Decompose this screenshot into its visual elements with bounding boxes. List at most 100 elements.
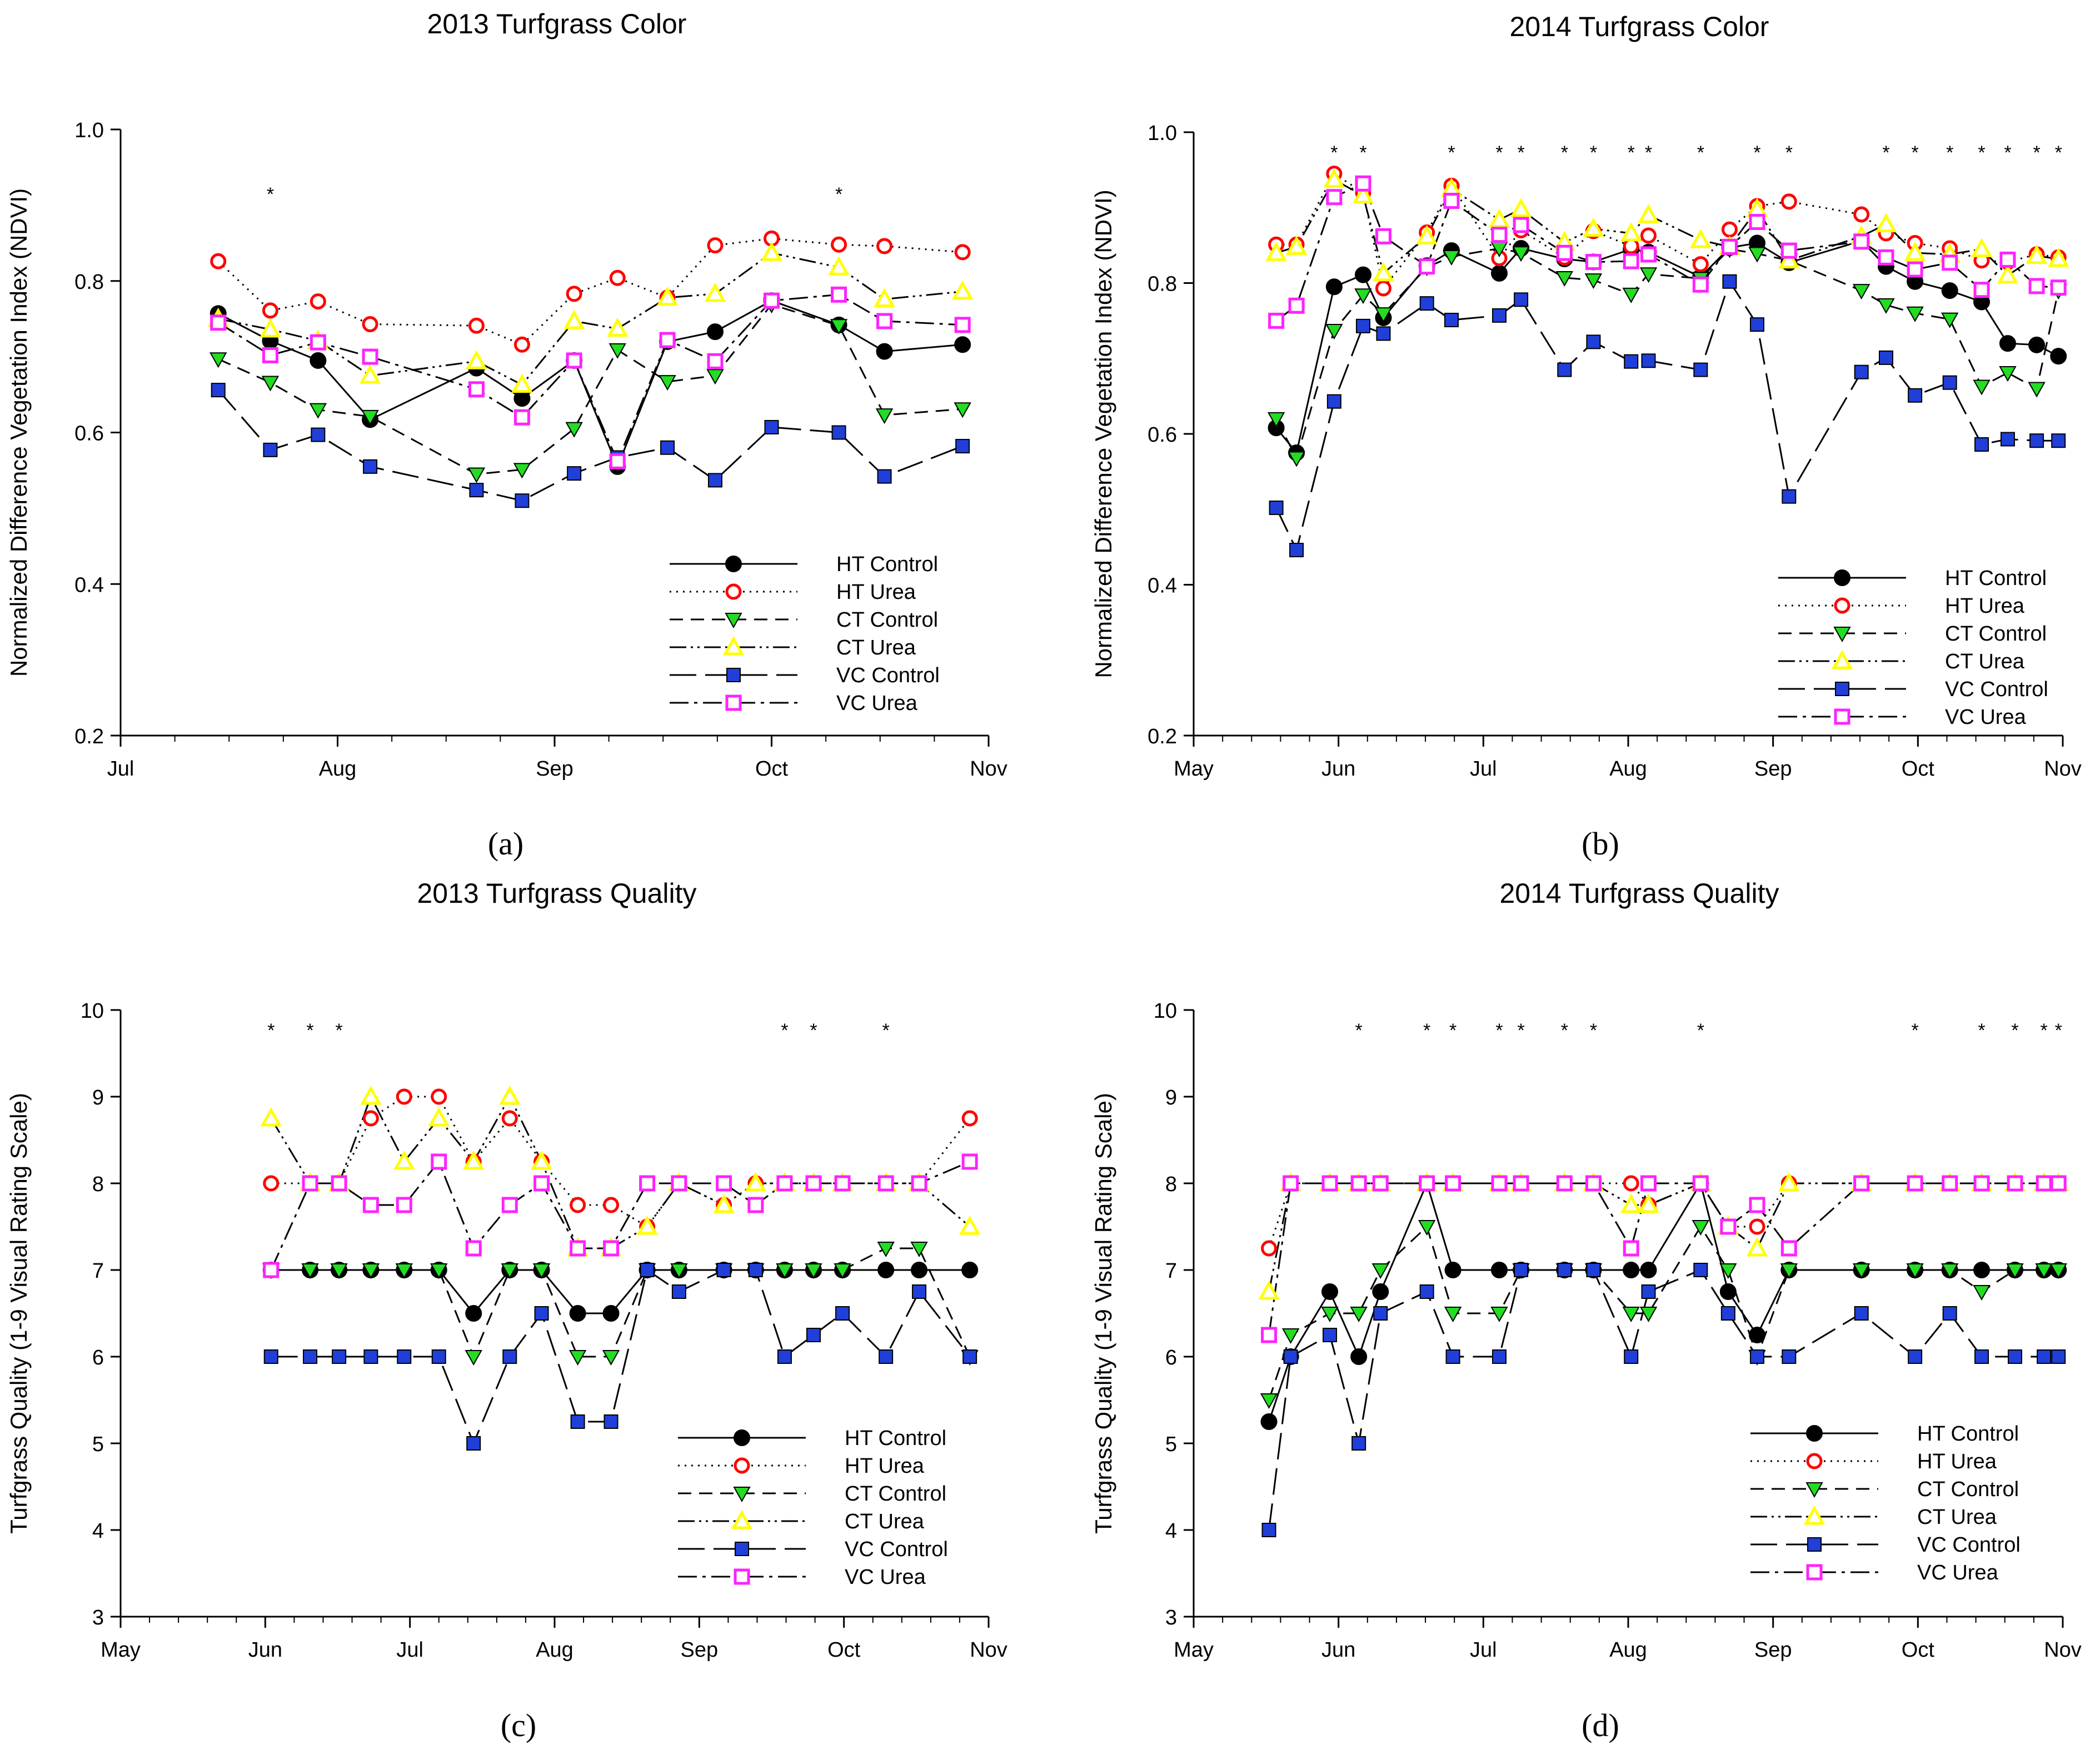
significance-marker: * (1590, 1020, 1597, 1041)
data-point-ct-urea (1778, 1172, 1800, 1192)
data-point-ct-urea (1583, 217, 1604, 237)
data-point-ct-control (2035, 1263, 2053, 1279)
data-point-vc-control (1492, 1349, 1507, 1364)
data-point-ht-control (602, 1305, 620, 1322)
data-point-vc-control (466, 1436, 481, 1451)
data-point-vc-urea (671, 1175, 687, 1192)
panel-caption: (b) (1582, 826, 1619, 862)
data-point-vc-urea (1491, 1175, 1508, 1192)
data-point-vc-control (1355, 318, 1370, 333)
legend-marker (1831, 649, 1853, 669)
data-point-vc-control (1722, 274, 1737, 289)
data-point-vc-control (211, 383, 226, 398)
data-point-vc-urea (262, 347, 278, 363)
panel-caption: (c) (501, 1707, 536, 1743)
data-point-ct-urea (745, 1172, 767, 1192)
data-point-vc-control (1376, 326, 1391, 341)
data-point-ct-control (1350, 1307, 1368, 1323)
y-axis-label: Normalized Difference Vegetation Index (… (1090, 189, 1116, 678)
data-point-vc-urea (1780, 1240, 1797, 1257)
data-point-ct-control (1260, 1393, 1278, 1409)
y-tick-label: 0.6 (1148, 423, 1177, 447)
data-point-ht-control (1354, 266, 1371, 283)
legend-marker (1807, 1537, 1822, 1552)
data-point-vc-urea (1445, 1175, 1461, 1192)
data-point-ct-control (395, 1263, 413, 1279)
x-tick-label: Aug (1609, 757, 1647, 781)
legend-marker (735, 1542, 749, 1556)
y-tick-label: 10 (81, 999, 104, 1023)
significance-marker: * (810, 1020, 817, 1041)
significance-marker: * (267, 1020, 275, 1041)
data-point-vc-control (879, 1349, 894, 1364)
data-point-ct-control (330, 1263, 348, 1279)
data-point-ct-control (1906, 306, 1924, 322)
data-point-ct-control (1321, 1307, 1339, 1323)
x-tick-label: Sep (1754, 757, 1792, 781)
data-point-vc-urea (603, 1240, 620, 1257)
data-point-vc-urea (1907, 261, 1923, 278)
data-point-ct-control (706, 369, 724, 385)
data-point-vc-control (567, 466, 582, 481)
data-point-ct-urea (951, 280, 974, 300)
data-point-vc-control (640, 1263, 655, 1277)
data-point-ct-urea (1258, 1280, 1280, 1300)
data-point-ct-urea (260, 1107, 282, 1127)
data-point-ct-control (309, 403, 327, 419)
legend-label: CT Urea (845, 1510, 925, 1533)
data-point-ht-urea (468, 317, 485, 334)
y-tick-label: 6 (1165, 1346, 1177, 1369)
data-point-vc-control (1942, 1306, 1957, 1321)
data-point-vc-urea (1853, 233, 1870, 250)
data-point-vc-control (707, 473, 722, 488)
data-point-ct-control (1622, 1307, 1640, 1323)
data-point-ct-control (659, 375, 676, 391)
y-tick-label: 4 (1165, 1519, 1177, 1543)
data-point-ht-control (1491, 264, 1508, 282)
legend: HT Control HT Urea CT Control CT Urea VC Con… (1750, 1422, 2021, 1584)
y-tick-label: 4 (92, 1519, 104, 1543)
data-point-vc-control (2051, 433, 2066, 448)
x-tick-label: May (1174, 1638, 1214, 1662)
data-point-ct-urea (1265, 242, 1287, 261)
data-point-vc-control (831, 425, 846, 440)
data-point-ct-urea (1778, 249, 1800, 269)
significance-marker: * (2004, 142, 2011, 163)
x-tick-label: Sep (536, 757, 573, 781)
data-point-ht-control (1719, 1283, 1737, 1300)
chart-title: 2013 Turfgrass Color (427, 8, 687, 39)
data-point-vc-urea (659, 332, 676, 348)
data-point-vc-urea (2007, 1175, 2023, 1192)
data-point-vc-urea (2050, 1175, 2067, 1192)
data-point-ct-control (1692, 1220, 1710, 1236)
data-point-ct-urea (260, 318, 281, 338)
data-point-ht-urea (603, 1197, 620, 1213)
data-point-vc-urea (1907, 1175, 1923, 1192)
series-line-ct-control (218, 303, 963, 476)
data-point-vc-urea (263, 1262, 280, 1278)
significance-marker: * (1355, 1020, 1363, 1041)
significance-marker: * (267, 184, 274, 205)
legend-label: CT Urea (1917, 1506, 1997, 1529)
data-point-vc-urea (331, 1175, 347, 1192)
data-point-vc-urea (310, 334, 326, 351)
data-point-vc-urea (1973, 282, 1990, 298)
data-point-ct-urea (606, 317, 628, 337)
data-point-vc-urea (639, 1175, 656, 1192)
x-tick-label: Jun (1321, 757, 1355, 781)
data-point-ct-control (568, 1350, 587, 1366)
data-point-ht-urea (1780, 193, 1797, 210)
y-tick-label: 10 (1154, 999, 1177, 1023)
panel-caption: (a) (488, 826, 523, 862)
data-point-ct-control (602, 1350, 620, 1366)
legend-marker (1806, 1425, 1823, 1442)
data-point-vc-control (1908, 388, 1923, 403)
data-point-ct-control (776, 1263, 794, 1279)
x-tick-label: Jun (1321, 1638, 1355, 1662)
legend-marker (1834, 569, 1850, 586)
significance-marker: * (1978, 142, 1985, 163)
significance-marker: * (1561, 1020, 1568, 1041)
data-point-ht-urea (1623, 238, 1639, 254)
data-point-ht-urea (1623, 1175, 1639, 1192)
data-point-ct-control (2049, 1263, 2067, 1279)
